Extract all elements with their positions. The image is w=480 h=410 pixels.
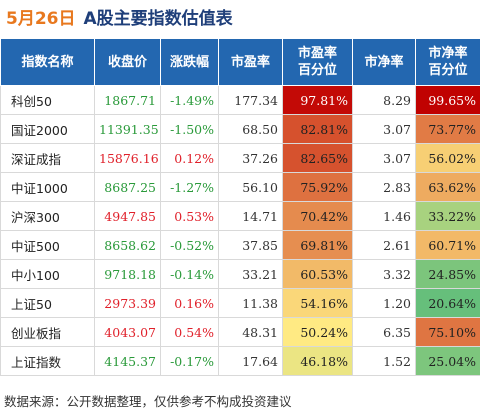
table-row: 中证1000 8687.25 -1.27% 56.10 75.92% 2.83 63.62% — [0, 172, 480, 202]
table-row: 国证2000 11391.35 -1.50% 68.50 82.81% 3.07 73.77… — [0, 114, 480, 144]
index-name: 创业板指 — [0, 317, 95, 347]
cell: 0.53% — [160, 201, 219, 231]
cell: 9718.18 — [94, 259, 161, 289]
cell: 11391.35 — [94, 114, 161, 144]
cell: -1.50% — [160, 114, 219, 144]
column-header: 收盘价 — [94, 38, 161, 86]
cell: -1.27% — [160, 172, 219, 202]
table-row: 深证成指 15876.16 0.12% 37.26 82.65% 3.07 56.02% — [0, 143, 480, 173]
table-row: 科创50 1867.71 -1.49% 177.34 97.81% 8.29 99.65% — [0, 85, 480, 115]
cell: 3.07 — [352, 143, 416, 173]
cell: 56.10 — [218, 172, 283, 202]
index-name: 深证成指 — [0, 143, 95, 173]
cell: 50.24% — [282, 317, 353, 347]
column-header: 市净率 — [352, 38, 416, 86]
cell: 63.62% — [415, 172, 480, 202]
cell: 1.46 — [352, 201, 416, 231]
cell: 97.81% — [282, 85, 353, 115]
table-row: 创业板指 4043.07 0.54% 48.31 50.24% 6.35 75.10% — [0, 317, 480, 347]
cell: 0.12% — [160, 143, 219, 173]
cell: -0.52% — [160, 230, 219, 260]
cell: 8687.25 — [94, 172, 161, 202]
cell: 3.07 — [352, 114, 416, 144]
cell: 4947.85 — [94, 201, 161, 231]
cell: 82.81% — [282, 114, 353, 144]
cell: 56.02% — [415, 143, 480, 173]
cell: -1.49% — [160, 85, 219, 115]
index-name: 中证1000 — [0, 172, 95, 202]
cell: 2.61 — [352, 230, 416, 260]
index-name: 沪深300 — [0, 201, 95, 231]
cell: 6.35 — [352, 317, 416, 347]
cell: 1.20 — [352, 288, 416, 318]
index-name: 上证50 — [0, 288, 95, 318]
cell: 75.10% — [415, 317, 480, 347]
cell: 24.85% — [415, 259, 480, 289]
cell: 37.85 — [218, 230, 283, 260]
cell: 177.34 — [218, 85, 283, 115]
cell: 0.16% — [160, 288, 219, 318]
footer: 数据来源：公开数据整理，仅供参考不构成投资建议 — [4, 394, 292, 409]
cell: 14.71 — [218, 201, 283, 231]
column-header: 指数名称 — [0, 38, 95, 86]
cell: 17.64 — [218, 346, 283, 376]
cell: 46.18% — [282, 346, 353, 376]
cell: 3.32 — [352, 259, 416, 289]
cell: 73.77% — [415, 114, 480, 144]
valuation-table: 指数名称 收盘价 涨跌幅 市盈率 市盈率 百分位 市净率 市净率 百分位 科创50 1867.… — [0, 38, 480, 376]
cell: 82.65% — [282, 143, 353, 173]
cell: 20.64% — [415, 288, 480, 318]
table-row: 上证50 2973.39 0.16% 11.38 54.16% 1.20 20.64% — [0, 288, 480, 318]
cell: 48.31 — [218, 317, 283, 347]
title: 5月26日 A股主要指数估值表 — [6, 4, 233, 29]
cell: 15876.16 — [94, 143, 161, 173]
index-name: 中证500 — [0, 230, 95, 260]
column-header: 涨跌幅 — [160, 38, 219, 86]
cell: 1867.71 — [94, 85, 161, 115]
index-name: 中小100 — [0, 259, 95, 289]
cell: 4043.07 — [94, 317, 161, 347]
cell: 1.52 — [352, 346, 416, 376]
index-name: 国证2000 — [0, 114, 95, 144]
cell: 33.21 — [218, 259, 283, 289]
cell: 37.26 — [218, 143, 283, 173]
cell: 8.29 — [352, 85, 416, 115]
column-header: 市净率 百分位 — [415, 38, 480, 86]
cell: -0.14% — [160, 259, 219, 289]
table-row: 沪深300 4947.85 0.53% 14.71 70.42% 1.46 33.22% — [0, 201, 480, 231]
cell: -0.17% — [160, 346, 219, 376]
title-text: A股主要指数估值表 — [83, 9, 233, 29]
cell: 8658.62 — [94, 230, 161, 260]
cell: 69.81% — [282, 230, 353, 260]
index-name: 科创50 — [0, 85, 95, 115]
cell: 0.54% — [160, 317, 219, 347]
cell: 33.22% — [415, 201, 480, 231]
column-header: 市盈率 — [218, 38, 283, 86]
cell: 4145.37 — [94, 346, 161, 376]
column-header: 市盈率 百分位 — [282, 38, 353, 86]
cell: 54.16% — [282, 288, 353, 318]
cell: 68.50 — [218, 114, 283, 144]
cell: 70.42% — [282, 201, 353, 231]
cell: 25.04% — [415, 346, 480, 376]
cell: 60.71% — [415, 230, 480, 260]
table-row: 上证指数 4145.37 -0.17% 17.64 46.18% 1.52 25.04% — [0, 346, 480, 376]
date: 5月26日 — [6, 9, 76, 29]
cell: 60.53% — [282, 259, 353, 289]
index-name: 上证指数 — [0, 346, 95, 376]
cell: 75.92% — [282, 172, 353, 202]
table-row: 中证500 8658.62 -0.52% 37.85 69.81% 2.61 60.71% — [0, 230, 480, 260]
header-row: 指数名称 收盘价 涨跌幅 市盈率 市盈率 百分位 市净率 市净率 百分位 — [0, 38, 480, 86]
table-row: 中小100 9718.18 -0.14% 33.21 60.53% 3.32 24.85% — [0, 259, 480, 289]
cell: 2973.39 — [94, 288, 161, 318]
cell: 11.38 — [218, 288, 283, 318]
cell: 99.65% — [415, 85, 480, 115]
cell: 2.83 — [352, 172, 416, 202]
